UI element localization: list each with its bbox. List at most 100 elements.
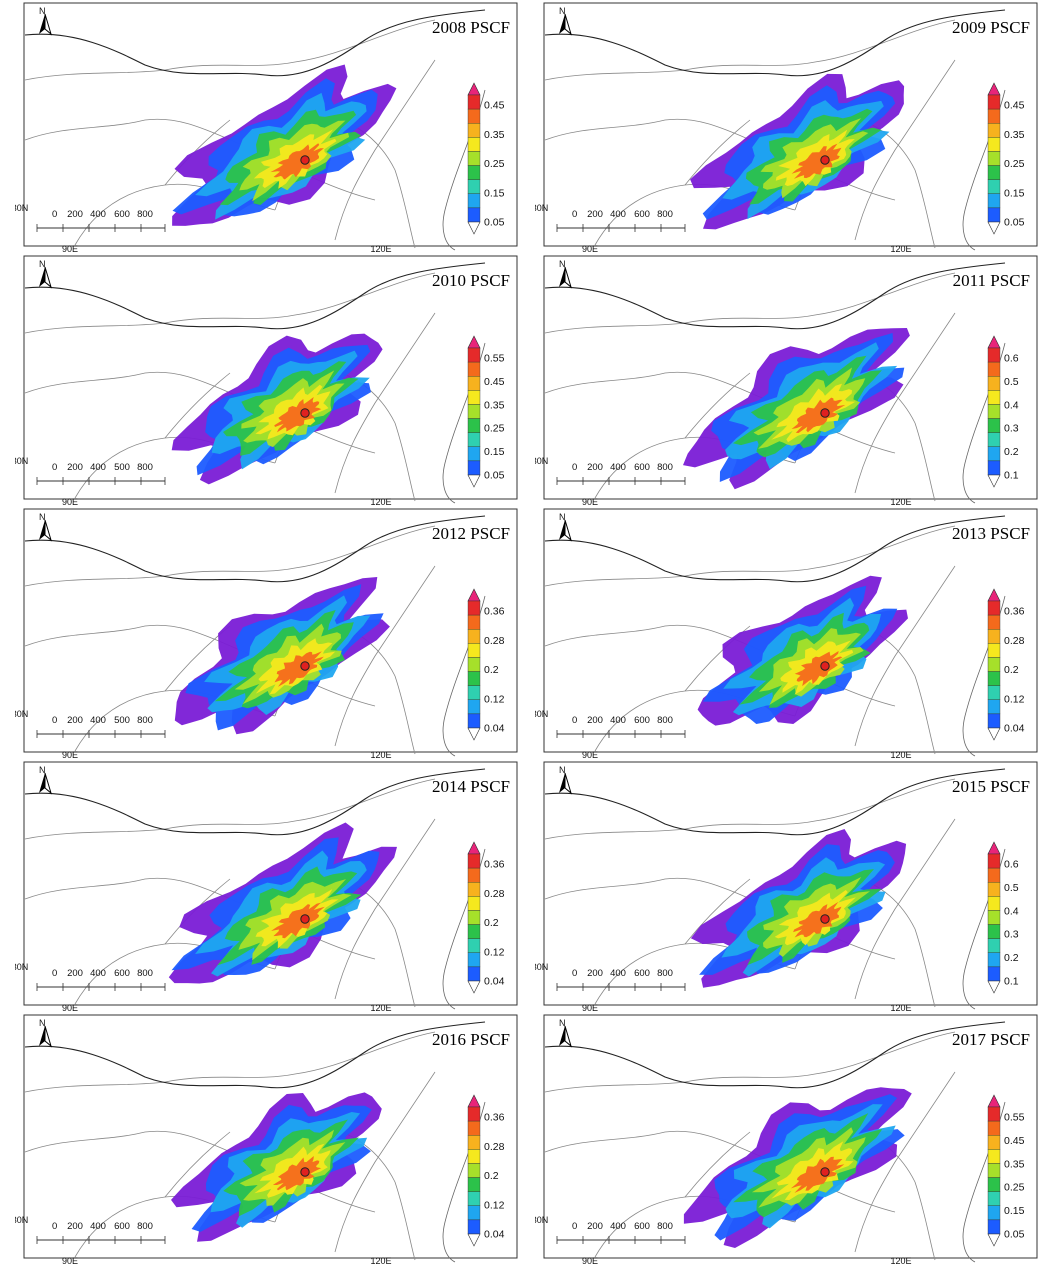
colorbar-label: 0.2	[484, 917, 499, 929]
pscf-field	[172, 64, 397, 226]
receptor-point	[820, 661, 830, 671]
colorbar-bottom-arrow	[467, 980, 481, 994]
colorbar-label: 0.35	[484, 129, 505, 141]
scale-tick: 800	[137, 1221, 153, 1232]
lat-label: 30N	[535, 456, 548, 466]
colorbar-band	[467, 643, 481, 658]
colorbar-band	[987, 418, 1001, 433]
colorbar-band	[987, 614, 1001, 630]
scale-tick: 800	[657, 715, 673, 726]
scale-tick: 200	[67, 715, 83, 726]
svg-text:N: N	[39, 1018, 46, 1028]
scale-tick: 600	[114, 968, 130, 979]
scale-tick: 400	[610, 715, 626, 726]
north-arrow-icon: N	[559, 259, 572, 289]
colorbar-label: 0.12	[484, 946, 505, 958]
colorbar: 0.36 0.28 0.2 0.12 0.04	[467, 841, 505, 994]
pscf-field	[168, 822, 397, 984]
lon-label: 120E	[890, 244, 911, 253]
colorbar-band	[467, 347, 481, 363]
colorbar-band	[987, 952, 1001, 968]
receptor-point	[300, 661, 310, 671]
panel-title: 2013 PSCF	[952, 524, 1030, 543]
colorbar-bottom-arrow	[987, 1233, 1001, 1247]
pscf-contour	[794, 651, 843, 687]
colorbar-bottom-arrow	[467, 727, 481, 741]
scale-tick: 400	[610, 462, 626, 473]
map-panel-2010: N 2010 PSCF 0 200 400 500 800 30N 90E 120E 0.55 0.4…	[15, 253, 518, 506]
pscf-field	[683, 328, 910, 490]
colorbar-band	[987, 1149, 1001, 1164]
colorbar-band	[987, 1205, 1001, 1221]
colorbar-label: 0.2	[1004, 664, 1019, 676]
colorbar-label: 0.05	[1004, 217, 1025, 229]
colorbar-band	[987, 713, 1001, 729]
scale-tick: 600	[634, 1221, 650, 1232]
panel-title: 2011 PSCF	[953, 271, 1030, 290]
colorbar-band	[467, 1149, 481, 1164]
colorbar: 0.36 0.28 0.2 0.12 0.04	[467, 588, 505, 741]
colorbar-band	[467, 108, 481, 124]
colorbar-band	[467, 432, 481, 447]
colorbar-bottom-arrow	[467, 1233, 481, 1247]
national-border	[24, 9, 486, 77]
scale-tick: 0	[572, 462, 577, 473]
colorbar-label: 0.15	[1004, 1205, 1025, 1217]
colorbar-band	[467, 179, 481, 194]
colorbar-band	[987, 151, 1001, 166]
colorbar-label: 0.2	[1004, 952, 1019, 964]
colorbar-band	[467, 924, 481, 939]
panel-title: 2008 PSCF	[432, 18, 510, 37]
colorbar-bottom-arrow	[987, 474, 1001, 488]
lon-label: 90E	[582, 750, 598, 759]
colorbar-band	[467, 1106, 481, 1122]
colorbar-band	[987, 629, 1001, 644]
scale-tick: 600	[634, 968, 650, 979]
colorbar-band	[467, 614, 481, 630]
colorbar-label: 0.04	[484, 723, 505, 735]
colorbar-band	[987, 193, 1001, 209]
panel-title: 2012 PSCF	[432, 524, 510, 543]
colorbar-label: 0.4	[1004, 905, 1019, 917]
lat-label: 30N	[15, 203, 28, 213]
map-svg: N 2017 PSCF 0 200 400 600 800 30N 90E 120E 0.55 0.4…	[535, 1014, 1038, 1265]
colorbar-label: 0.05	[1004, 1229, 1025, 1241]
scale-tick: 0	[52, 1221, 57, 1232]
colorbar-label: 0.45	[1004, 1135, 1025, 1147]
receptor-point	[820, 408, 830, 418]
colorbar-band	[987, 867, 1001, 883]
colorbar-band	[467, 882, 481, 897]
map-panel-2016: N 2016 PSCF 0 200 400 600 800 30N 90E 120E 0.36 0.2…	[15, 1012, 518, 1265]
colorbar-bottom-arrow	[987, 727, 1001, 741]
lat-label: 30N	[535, 203, 548, 213]
colorbar-label: 0.55	[1004, 1112, 1025, 1124]
colorbar-band	[987, 94, 1001, 110]
lat-label: 30N	[535, 709, 548, 719]
colorbar-label: 0.45	[484, 100, 505, 112]
colorbar-band	[987, 1135, 1001, 1150]
map-svg: N 2010 PSCF 0 200 400 500 800 30N 90E 120E 0.55 0.4…	[15, 255, 518, 506]
colorbar-band	[987, 1177, 1001, 1192]
colorbar-label: 0.28	[484, 1141, 505, 1153]
colorbar-label: 0.35	[1004, 129, 1025, 141]
colorbar-band	[987, 671, 1001, 686]
svg-text:N: N	[39, 512, 46, 522]
scale-tick: 0	[52, 462, 57, 473]
north-arrow-icon: N	[559, 765, 572, 795]
colorbar-band	[467, 207, 481, 223]
colorbar-band	[987, 1163, 1001, 1178]
colorbar-band	[987, 432, 1001, 447]
panel-title: 2014 PSCF	[432, 777, 510, 796]
pscf-contour	[274, 397, 322, 433]
colorbar-bottom-arrow	[467, 221, 481, 235]
colorbar-label: 0.5	[1004, 376, 1019, 388]
scale-tick: 600	[634, 209, 650, 220]
svg-text:N: N	[39, 765, 46, 775]
pscf-field	[174, 577, 390, 735]
pscf-contour	[274, 651, 324, 687]
colorbar-band	[987, 685, 1001, 700]
pscf-field	[171, 1092, 382, 1242]
lat-label: 30N	[15, 962, 28, 972]
